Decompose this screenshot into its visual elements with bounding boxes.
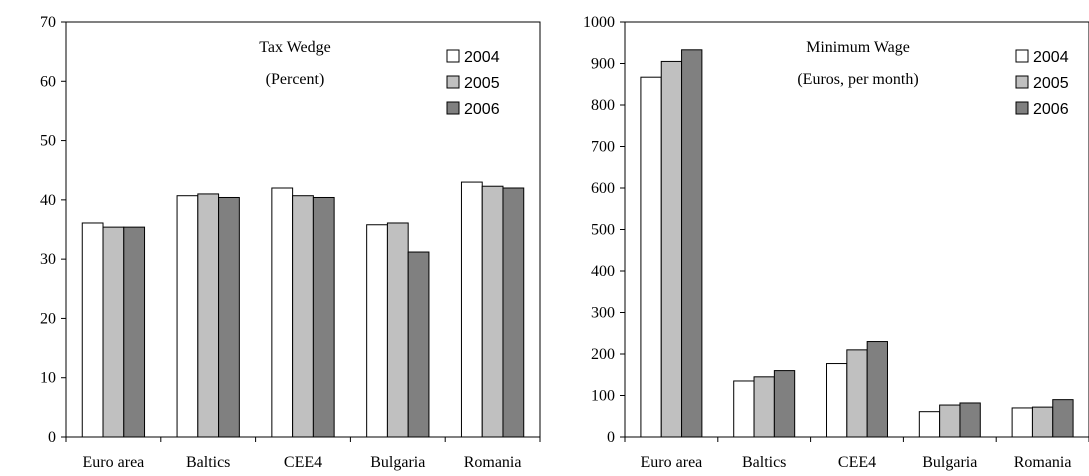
chart-title: Minimum Wage <box>806 39 910 56</box>
bar-2004-euro-area <box>81 222 104 438</box>
y-tick-label: 40 <box>40 192 56 209</box>
bar-2005-euro-area <box>102 226 125 438</box>
minimum-wage-chart: Minimum Wage (Euros, per month) 0 100 200 3… <box>583 14 1089 471</box>
bar-2004-cee4 <box>271 187 294 438</box>
y-tick-label: 20 <box>40 310 56 327</box>
bar-2004-euro-area <box>640 76 662 438</box>
chart-subtitle: (Euros, per month) <box>797 71 918 88</box>
bar-2004-baltics <box>176 195 199 438</box>
y-tick-label: 30 <box>40 251 56 268</box>
bar-2005-bulgaria <box>386 222 409 438</box>
y-tick-label: 400 <box>591 263 615 280</box>
bar-2005-romania <box>1031 406 1054 438</box>
chart-title: Tax Wedge <box>259 39 331 56</box>
bar-2005-baltics <box>753 376 775 438</box>
bar-2004-cee4 <box>826 363 848 438</box>
bar-2004-baltics <box>733 380 755 438</box>
x-category-label: Euro area <box>83 454 145 471</box>
bar-2006-romania <box>1052 399 1074 438</box>
y-tick-label: 100 <box>591 388 615 405</box>
x-category-label: CEE4 <box>838 454 876 471</box>
bar-2006-romania <box>502 187 525 438</box>
y-tick-label: 50 <box>40 133 56 150</box>
bar-2005-euro-area <box>660 60 683 438</box>
x-category-label: CEE4 <box>284 454 322 471</box>
bar-2004-bulgaria <box>918 411 941 438</box>
y-tick-label: 10 <box>40 370 56 387</box>
y-tick-label: 500 <box>591 222 615 239</box>
bar-2006-euro-area <box>681 49 703 438</box>
y-tick-label: 0 <box>48 429 56 446</box>
legend-swatch <box>1015 49 1029 63</box>
x-category-label: Bulgaria <box>370 454 425 471</box>
bar-2004-romania <box>460 181 483 438</box>
y-tick-label: 60 <box>40 73 56 90</box>
bar-2005-cee4 <box>292 195 314 438</box>
bar-2004-romania <box>1011 407 1033 438</box>
tax-wedge-chart: Tax Wedge (Percent) 0 10 20 30 40 50 60 70 Euro … <box>40 14 541 471</box>
y-tick-label: 600 <box>591 180 615 197</box>
legend-label: 2004 <box>1033 49 1069 66</box>
chart-subtitle: (Percent) <box>266 71 325 88</box>
legend-label: 2005 <box>1033 75 1069 92</box>
x-category-label: Baltics <box>186 454 230 471</box>
y-tick-label: 800 <box>591 97 615 114</box>
bar-2006-baltics <box>218 196 240 438</box>
y-tick-label: 200 <box>591 346 615 363</box>
bar-2006-baltics <box>773 370 796 438</box>
bar-2005-romania <box>481 185 504 438</box>
y-tick-label: 900 <box>591 56 615 73</box>
bar-2006-bulgaria <box>959 402 981 438</box>
legend-swatch <box>446 49 460 63</box>
legend-swatch <box>446 75 460 89</box>
legend-label: 2006 <box>464 101 500 118</box>
x-category-label: Baltics <box>742 454 786 471</box>
y-tick-label: 1000 <box>583 14 615 31</box>
y-tick-label: 70 <box>40 14 56 31</box>
legend-label: 2004 <box>464 49 500 66</box>
bar-2006-cee4 <box>866 341 888 438</box>
bar-2005-bulgaria <box>939 404 961 438</box>
x-category-label: Bulgaria <box>922 454 977 471</box>
y-tick-label: 700 <box>591 139 615 156</box>
bar-2006-euro-area <box>123 226 146 438</box>
legend-swatch <box>1015 101 1029 115</box>
x-category-label: Romania <box>464 454 522 471</box>
bar-2005-baltics <box>197 193 220 438</box>
bar-2006-bulgaria <box>407 251 430 438</box>
x-category-label: Romania <box>1014 454 1072 471</box>
bar-2004-bulgaria <box>366 224 388 438</box>
legend-label: 2005 <box>464 75 500 92</box>
y-tick-label: 0 <box>607 429 615 446</box>
legend-label: 2006 <box>1033 101 1069 118</box>
legend-swatch <box>446 101 460 115</box>
legend-swatch <box>1015 75 1029 89</box>
bar-2005-cee4 <box>846 349 868 438</box>
y-tick-label: 300 <box>591 305 615 322</box>
bar-2006-cee4 <box>312 196 335 438</box>
x-category-label: Euro area <box>641 454 703 471</box>
